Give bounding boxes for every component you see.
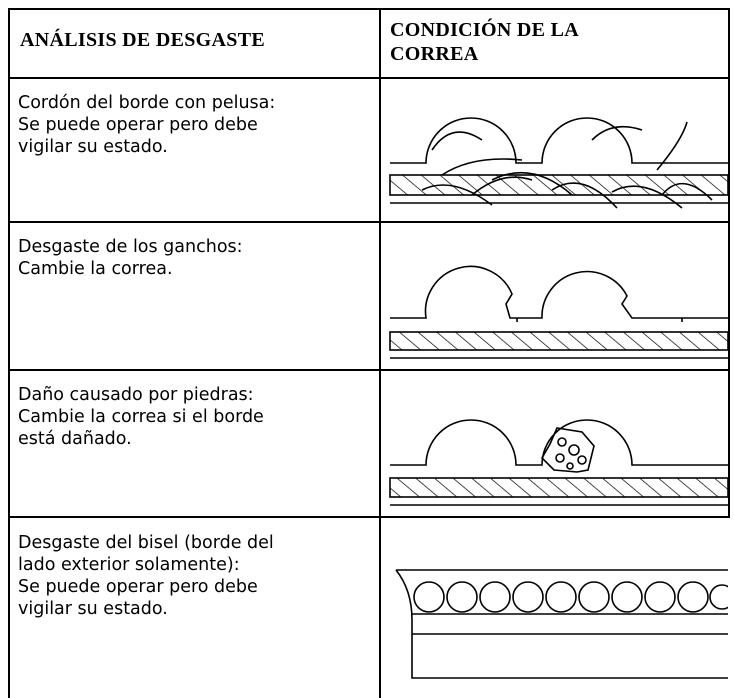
column-divider [379,8,381,698]
table-border [728,8,730,518]
text-line: Desgaste del bisel (borde del [18,533,274,553]
belt-illustration-worn [389,265,728,359]
header-text: CONDICIÓN DE LA [390,19,579,41]
cell-text: Desgaste de los ganchos: Cambie la corre… [18,236,243,280]
cell-text: Daño causado por piedras: Cambie la corr… [18,384,264,450]
text-line: Cambie la correa si el borde [18,407,264,427]
text-line: está dañado. [18,429,132,449]
text-line: Desgaste de los ganchos: [18,237,243,257]
text-line: Se puede operar pero debe [18,115,258,135]
cell-text: Cordón del borde con pelusa: Se puede op… [18,92,275,158]
header-cell: CONDICIÓN DE LA CORREA [390,18,579,66]
text-line: vigilar su estado. [18,137,168,157]
text-line: Se puede operar pero debe [18,577,258,597]
cell-text: Desgaste del bisel (borde del lado exter… [18,532,274,620]
text-line: lado exterior solamente): [18,555,240,575]
header-text: CORREA [390,43,479,65]
belt-illustration-stone [389,419,728,506]
table-border [8,8,730,10]
row-divider [8,77,730,79]
table-border [8,8,10,698]
text-line: Cambie la correa. [18,259,173,279]
row-divider [8,516,730,518]
text-line: vigilar su estado. [18,599,168,619]
text-line: Cordón del borde con pelusa: [18,93,276,113]
row-divider [8,369,730,371]
belt-illustration-fuzz [389,117,728,209]
row-divider [8,221,730,223]
header-text: ANÁLISIS DE DESGASTE [20,29,265,51]
belt-illustration-bevel [395,569,728,679]
text-line: Daño causado por piedras: [18,385,254,405]
header-cell: ANÁLISIS DE DESGASTE [20,28,265,52]
